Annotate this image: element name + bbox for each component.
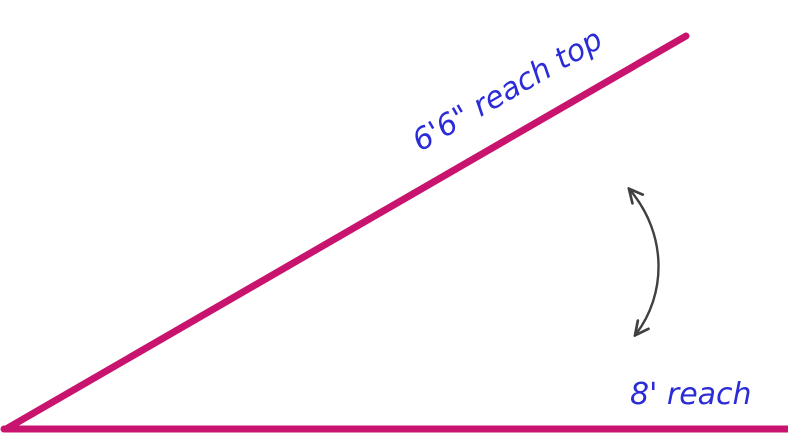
lower-reach-label: 8' reach	[630, 377, 752, 412]
double-headed-curved-arrow-icon	[630, 190, 660, 334]
diagonal-line	[2, 32, 690, 433]
